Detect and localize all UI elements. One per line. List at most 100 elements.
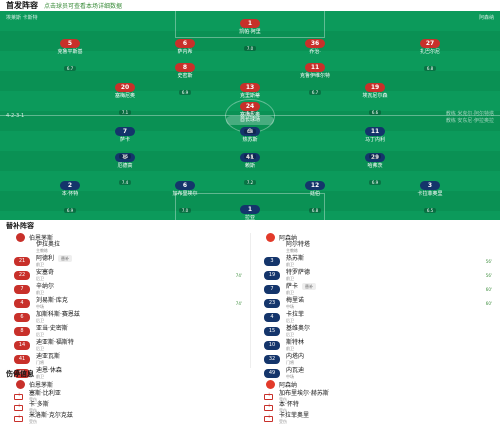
player-rating: 6.8 — [308, 208, 322, 213]
injured-player-name: 本·怀特 — [279, 401, 299, 408]
injured-player-name: 卡拉菲奥里 — [279, 412, 310, 419]
player-marker[interactable]: 8 厄德高 7.4 — [100, 153, 150, 188]
player-marker[interactable]: 20 塞梅尼奥 7.1 — [100, 83, 150, 118]
jersey-number: 5 — [60, 39, 80, 48]
sub-player-row[interactable]: 21 阿德利 替补 前卫 — [0, 254, 250, 268]
player-rating: 7.0 — [243, 46, 257, 51]
player-rating: 6.7 — [63, 66, 77, 71]
sub-player-name: 内瓦迪 — [286, 367, 305, 374]
player-marker[interactable]: 1拉亚6.7 — [225, 205, 275, 220]
sub-player-name: 安塞奇 — [36, 269, 55, 276]
player-marker[interactable]: 29 哈弗茨 6.9 — [350, 153, 400, 188]
sub-player-row[interactable]: 49 内瓦迪 中场 — [250, 366, 500, 380]
jersey-number: 7 — [14, 284, 30, 294]
player-rating: 7.5 — [118, 154, 132, 159]
sub-player-name: 基维奥尔 — [286, 325, 311, 332]
bournemouth-crest-icon — [16, 380, 25, 389]
sub-player-row[interactable]: 7 辛纳尔 前卫 — [0, 282, 250, 296]
player-marker[interactable]: 8 史密斯 6.9 — [160, 63, 210, 98]
player-marker[interactable]: 9 热苏斯 6.6 — [225, 127, 275, 162]
sub-player-name: 卡拉菲 — [286, 311, 305, 318]
player-marker[interactable]: 2 本·怀特 6.9 — [45, 181, 95, 216]
player-rating: 6.9 — [63, 208, 77, 213]
sub-player-row[interactable]: 23 梅里诺 中场 60' — [250, 296, 500, 310]
sub-player-row[interactable]: 4 卡拉菲 后卫 — [250, 310, 500, 324]
player-marker[interactable]: 11 克鲁伊维尔特 6.7 — [290, 63, 340, 98]
coach-row[interactable]: 阿尔特塔 主教练 — [250, 240, 500, 254]
player-marker[interactable]: 19 埃瓦尼尔森 6.6 — [350, 83, 400, 118]
coach-row[interactable]: 伊拉奥拉 主教练 — [0, 240, 250, 254]
sub-player-name: 内塔内 — [286, 353, 305, 360]
sub-player-row[interactable]: 41 迪亚瓦斯 门将 — [0, 352, 250, 366]
sub-player-row[interactable]: 8 亚当·史密斯 后卫 — [0, 324, 250, 338]
player-rating: 6.6 — [368, 110, 382, 115]
sub-player-row[interactable]: 50 迪恩·休森 前卫 — [0, 366, 250, 380]
sub-player-name: 特罗萨德 — [286, 269, 311, 276]
lineup-header: 首发阵容 点击球员可查看本场详细数据 — [0, 0, 500, 11]
sub-player-row[interactable]: 10 斯特林 前卫 — [250, 338, 500, 352]
player-marker[interactable]: 27 扎巴尔尼 6.8 — [405, 39, 455, 74]
jersey-number: 6 — [175, 181, 195, 190]
player-marker[interactable]: 41 赖斯 7.2 — [225, 153, 275, 188]
injured-player-name: 加布里埃尔·赫苏斯 — [279, 390, 329, 397]
sub-player-row[interactable]: 3 热苏斯 前卫 56' — [250, 254, 500, 268]
player-marker[interactable]: 1 凯帕·阿里 7.0 — [225, 19, 275, 54]
player-marker[interactable]: 3 卡拉菲奥里 6.5 — [405, 181, 455, 216]
sub-player-position: 后卫 — [36, 346, 44, 351]
player-name: 史密斯 — [177, 73, 193, 79]
jersey-number: 12 — [305, 181, 325, 190]
sub-player-position: 中场 — [36, 304, 44, 309]
subs-right-team: 阿森纳 — [266, 233, 297, 242]
sub-player-name: 热苏斯 — [286, 255, 305, 262]
sub-player-position: 前卫 — [286, 262, 294, 267]
jersey-number: 14 — [14, 340, 30, 350]
sub-player-name: 迪亚斯·福斯特 — [36, 339, 74, 346]
player-name: 塞梅尼奥 — [239, 112, 260, 118]
jersey-number: 6 — [175, 39, 195, 48]
top-penalty-box — [175, 11, 325, 38]
jersey-number: 19 — [264, 270, 280, 280]
player-marker[interactable]: 5 克鲁平斯基 6.7 — [45, 39, 95, 74]
jersey-number: 7 — [115, 127, 135, 136]
injured-player-name: 米洛斯·克尔克兹 — [29, 412, 73, 419]
jersey-number: 32 — [264, 354, 280, 364]
sub-player-position: 中场 — [286, 304, 294, 309]
player-marker[interactable]: 7 萨卡 7.5 — [100, 127, 150, 162]
medical-icon — [14, 414, 23, 422]
jersey-number: 8 — [14, 326, 30, 336]
sub-player-row[interactable]: 6 加斯科斯·赛恩兹 后卫 — [0, 310, 250, 324]
sub-player-row[interactable]: 22 安塞奇 后卫 74' — [0, 268, 250, 282]
sub-player-row[interactable]: 32 内塔内 门将 — [250, 352, 500, 366]
player-rating: 6.8 — [423, 66, 437, 71]
sub-player-row[interactable]: 7 萨卡 替补 前卫 60' — [250, 282, 500, 296]
player-name: 加布里埃尔 — [172, 191, 198, 197]
sub-player-position: 门将 — [286, 360, 294, 365]
jersey-number: 23 — [264, 298, 280, 308]
player-name: 塞梅尼奥 — [114, 93, 135, 99]
player-rating: 6.8 — [243, 129, 257, 134]
player-marker[interactable]: 11 马丁内利 7.0 — [350, 127, 400, 162]
player-marker[interactable]: 12 廷伯 6.8 — [290, 181, 340, 216]
player-marker[interactable]: 13 克里斯蒂 6.4 — [225, 83, 275, 118]
sub-player-row[interactable]: 4 刘易斯·库克 中场 74' — [0, 296, 250, 310]
player-marker[interactable]: 6 加布里埃尔 7.0 — [160, 181, 210, 216]
sub-player-row[interactable]: 19 特罗萨德 前卫 56' — [250, 268, 500, 282]
player-marker[interactable]: 24 塞梅尼奥 6.8 — [225, 102, 275, 137]
sub-player-row[interactable]: 14 迪亚斯·福斯特 后卫 — [0, 338, 250, 352]
jersey-number: 7 — [264, 284, 280, 294]
bottom-penalty-box — [175, 193, 325, 220]
sub-player-row[interactable]: 15 基维奥尔 后卫 — [250, 324, 500, 338]
player-rating: 7.4 — [118, 180, 132, 185]
sub-player-name: 亚当·史密斯 — [36, 325, 68, 332]
player-rating: 6.9 — [368, 180, 382, 185]
player-name: 拉亚 — [244, 215, 255, 220]
sub-player-name: 迪亚瓦斯 — [36, 353, 61, 360]
sub-player-name: 迪恩·休森 — [36, 367, 62, 374]
injury-status: 受伤 — [29, 397, 37, 402]
